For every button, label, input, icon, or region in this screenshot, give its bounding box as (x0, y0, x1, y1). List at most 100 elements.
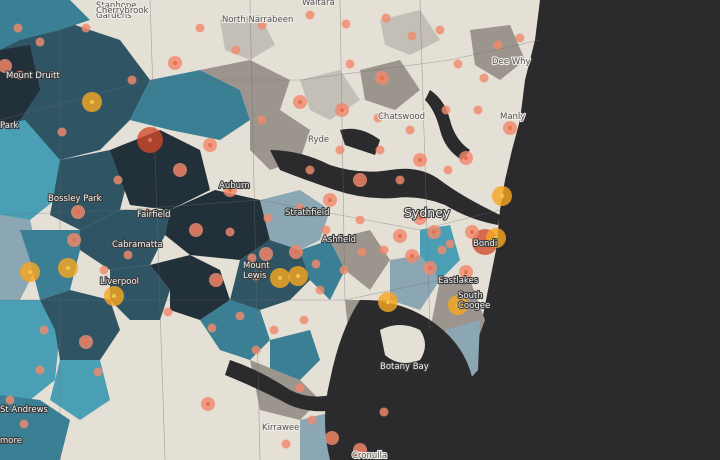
bubble-center-dot (208, 143, 212, 147)
data-bubble-small[interactable] (251, 345, 261, 355)
land-peninsula (380, 325, 425, 364)
data-bubble-small[interactable] (113, 175, 123, 185)
place-label: Manly (500, 112, 525, 122)
data-bubble-small[interactable] (93, 367, 103, 377)
bubble-center-dot (386, 300, 390, 304)
data-bubble-small[interactable] (57, 127, 67, 137)
place-label: Fairfield (137, 210, 171, 220)
data-bubble-small[interactable] (355, 215, 365, 225)
data-bubble-small[interactable] (127, 75, 137, 85)
bubble-center-dot (398, 234, 402, 238)
data-bubble-small[interactable] (321, 225, 331, 235)
data-bubble-small[interactable] (5, 395, 15, 405)
place-label: Ryde (308, 135, 329, 145)
data-bubble-small[interactable] (379, 407, 389, 417)
place-label: Cabramatta (112, 240, 163, 250)
bubble-center-dot (3, 64, 7, 68)
bubble-center-dot (72, 238, 76, 242)
data-bubble-small[interactable] (299, 315, 309, 325)
data-bubble-small[interactable] (257, 115, 267, 125)
data-bubble-small[interactable] (257, 20, 267, 30)
bubble-center-dot (483, 240, 487, 244)
bubble-center-dot (330, 436, 334, 440)
place-label: Mount Druitt (6, 71, 60, 81)
data-bubble-small[interactable] (381, 13, 391, 23)
data-bubble-small[interactable] (81, 23, 91, 33)
bubble-center-dot (358, 178, 362, 182)
data-bubble-small[interactable] (407, 31, 417, 41)
data-bubble-small[interactable] (405, 125, 415, 135)
data-bubble-small[interactable] (339, 265, 349, 275)
data-bubble-small[interactable] (441, 105, 451, 115)
data-bubble-small[interactable] (281, 439, 291, 449)
data-bubble-small[interactable] (335, 145, 345, 155)
data-bubble-small[interactable] (305, 10, 315, 20)
data-bubble-small[interactable] (251, 271, 261, 281)
data-bubble-small[interactable] (307, 415, 317, 425)
data-bubble-small[interactable] (453, 59, 463, 69)
data-bubble-small[interactable] (235, 311, 245, 321)
data-bubble-small[interactable] (295, 203, 305, 213)
data-bubble-small[interactable] (263, 213, 273, 223)
data-bubble-small[interactable] (395, 175, 405, 185)
bubble-center-dot (432, 230, 436, 234)
data-bubble-small[interactable] (341, 19, 351, 29)
place-label: Cronulla (352, 451, 387, 460)
data-bubble-small[interactable] (493, 40, 503, 50)
data-bubble-small[interactable] (207, 323, 217, 333)
data-bubbles[interactable] (0, 10, 525, 458)
data-bubble-small[interactable] (437, 245, 447, 255)
data-bubble-small[interactable] (305, 165, 315, 175)
data-bubble-small[interactable] (247, 253, 257, 263)
place-label: Dee Why (492, 57, 531, 67)
data-bubble-small[interactable] (435, 25, 445, 35)
bubble-center-dot (296, 274, 300, 278)
bubble-center-dot (90, 100, 94, 104)
data-bubble-small[interactable] (443, 165, 453, 175)
bubble-center-dot (328, 198, 332, 202)
data-bubble-small[interactable] (99, 265, 109, 275)
data-bubble-small[interactable] (445, 239, 455, 249)
data-bubble-small[interactable] (15, 70, 25, 80)
data-bubble-small[interactable] (123, 250, 133, 260)
bubble-center-dot (410, 254, 414, 258)
data-bubble-small[interactable] (225, 227, 235, 237)
data-bubble-small[interactable] (35, 365, 45, 375)
data-bubble-small[interactable] (357, 247, 367, 257)
data-bubble-small[interactable] (13, 23, 23, 33)
place-label: Liverpool (100, 277, 139, 287)
data-bubble-small[interactable] (373, 113, 383, 123)
data-bubble-small[interactable] (473, 105, 483, 115)
data-bubble-small[interactable] (143, 208, 153, 218)
bubble-center-dot (214, 278, 218, 282)
data-bubble-small[interactable] (269, 325, 279, 335)
place-label: Chatswood (378, 112, 425, 122)
bubble-center-dot (494, 236, 498, 240)
data-bubble-small[interactable] (231, 45, 241, 55)
bubble-center-dot (278, 276, 282, 280)
bubble-center-dot (380, 76, 384, 80)
bubble-center-dot (298, 100, 302, 104)
data-bubble-small[interactable] (379, 245, 389, 255)
data-bubble-small[interactable] (35, 37, 45, 47)
data-bubble-small[interactable] (375, 145, 385, 155)
data-bubble-small[interactable] (515, 33, 525, 43)
place-label: Bondi (473, 239, 497, 249)
data-bubble-small[interactable] (315, 285, 325, 295)
data-bubble-small[interactable] (295, 383, 305, 393)
bubble-center-dot (418, 216, 422, 220)
data-bubble-small[interactable] (163, 307, 173, 317)
place-label: Mount Lewis (243, 261, 270, 281)
bubble-center-dot (28, 270, 32, 274)
data-bubble-small[interactable] (479, 73, 489, 83)
data-bubble-small[interactable] (345, 59, 355, 69)
bubble-center-dot (500, 194, 504, 198)
data-bubble-small[interactable] (39, 325, 49, 335)
data-bubble-small[interactable] (195, 23, 205, 33)
data-bubble-small[interactable] (19, 419, 29, 429)
data-bubble-small[interactable] (311, 259, 321, 269)
bubble-center-dot (418, 158, 422, 162)
place-label: North Narrabeen (222, 15, 293, 25)
